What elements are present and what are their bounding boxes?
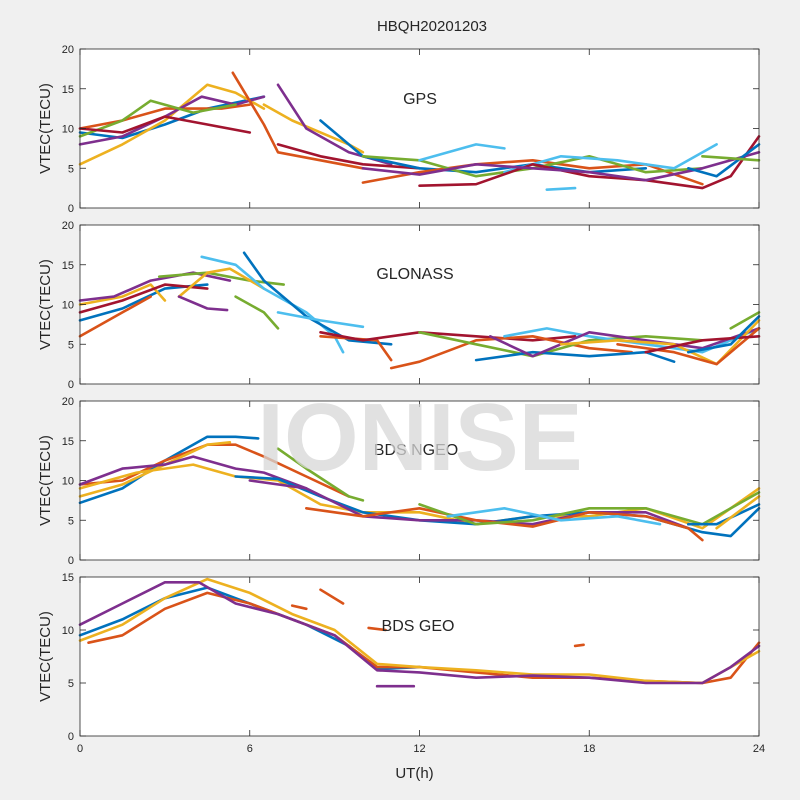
y-tick-label: 0 — [68, 731, 74, 743]
series-line — [262, 103, 365, 154]
y-axis-label: VTEC(TECU) — [37, 83, 54, 174]
plot-area — [80, 49, 759, 208]
series-line — [78, 115, 252, 134]
series-line — [78, 443, 351, 498]
series-line — [78, 283, 209, 314]
x-tick-label: 0 — [77, 743, 83, 755]
series-group — [78, 251, 761, 370]
series-line — [78, 283, 167, 306]
series-line — [701, 155, 761, 162]
series-line — [234, 295, 280, 330]
series-line — [474, 350, 676, 364]
panel-label: GLONASS — [376, 266, 453, 283]
series-line — [389, 334, 634, 370]
series-line — [319, 330, 577, 342]
y-tick-label: 20 — [62, 396, 74, 408]
y-tick-label: 0 — [68, 555, 74, 567]
series-line — [290, 604, 308, 611]
y-tick-label: 15 — [62, 84, 74, 96]
plot-area — [80, 401, 759, 560]
figure-title: HBQH20201203 — [377, 18, 487, 35]
series-line — [573, 643, 585, 648]
y-tick-label: 0 — [68, 203, 74, 215]
series-line — [200, 255, 345, 354]
series-line — [367, 626, 387, 632]
series-line — [446, 506, 662, 526]
series-line — [418, 135, 761, 190]
series-line — [319, 334, 393, 362]
series-line — [686, 315, 761, 354]
y-tick-label: 20 — [62, 44, 74, 56]
series-line — [242, 251, 393, 346]
series-line — [276, 311, 365, 329]
series-line — [78, 103, 252, 130]
series-line — [644, 334, 761, 354]
series-line — [78, 295, 152, 338]
series-group — [78, 71, 761, 191]
y-tick-label: 0 — [68, 379, 74, 391]
panel-label: BDS NGEO — [374, 442, 458, 459]
plot-area — [80, 577, 759, 736]
series-line — [78, 99, 237, 138]
y-axis-label: VTEC(TECU) — [37, 259, 54, 350]
y-tick-label: 5 — [68, 163, 74, 175]
panel-1: 0 5 10 15 20 VTEC(TECU) GLONASS — [37, 220, 761, 391]
y-tick-label: 20 — [62, 220, 74, 232]
series-line — [319, 588, 345, 605]
series-line — [418, 143, 506, 162]
y-tick-label: 5 — [68, 339, 74, 351]
series-group — [78, 577, 761, 688]
series-line — [78, 95, 266, 140]
x-tick-label: 24 — [753, 743, 765, 755]
x-tick-label: 6 — [247, 743, 253, 755]
series-line — [177, 267, 266, 298]
panel-3: 0 5 10 15 0 6 12 18 24 VTEC(TECU) BDS GEO UT(h) — [37, 572, 765, 782]
panel-label: BDS GEO — [382, 618, 455, 635]
y-tick-label: 10 — [62, 625, 74, 637]
series-line — [418, 330, 704, 358]
series-line — [686, 143, 761, 178]
series-line — [304, 506, 704, 542]
y-tick-label: 5 — [68, 515, 74, 527]
y-tick-label: 15 — [62, 572, 74, 584]
series-line — [545, 186, 577, 191]
series-line — [78, 95, 266, 146]
series-group — [78, 435, 761, 542]
y-tick-label: 15 — [62, 436, 74, 448]
y-axis-label: VTEC(TECU) — [37, 611, 54, 702]
series-line — [78, 455, 308, 490]
series-line — [78, 577, 761, 685]
series-line — [276, 447, 365, 502]
panel-label: GPS — [403, 91, 437, 108]
series-line — [559, 319, 761, 366]
series-line — [78, 435, 260, 505]
series-line — [177, 295, 229, 312]
series-line — [488, 327, 761, 358]
y-tick-label: 10 — [62, 124, 74, 136]
series-line — [276, 143, 421, 170]
series-line — [616, 327, 761, 366]
watermark: IONISE — [257, 384, 582, 491]
y-tick-label: 15 — [62, 260, 74, 272]
y-axis-label: VTEC(TECU) — [37, 435, 54, 526]
series-line — [715, 495, 761, 530]
series-line — [78, 83, 266, 166]
x-axis-label: UT(h) — [395, 765, 433, 782]
x-tick-label: 18 — [583, 743, 595, 755]
series-line — [234, 475, 761, 538]
series-line — [78, 580, 761, 685]
panel-0: 0 5 10 15 20 VTEC(TECU) GPS — [37, 44, 761, 215]
series-line — [729, 311, 761, 330]
series-line — [231, 71, 365, 170]
x-tick-label: 12 — [413, 743, 425, 755]
panel-2: 0 5 10 15 20 VTEC(TECU) BDS NGEO — [37, 396, 761, 567]
y-tick-label: 10 — [62, 476, 74, 488]
plot-area — [80, 225, 759, 384]
series-line — [503, 143, 718, 174]
series-line — [686, 503, 761, 526]
y-tick-label: 10 — [62, 300, 74, 312]
y-tick-label: 5 — [68, 678, 74, 690]
